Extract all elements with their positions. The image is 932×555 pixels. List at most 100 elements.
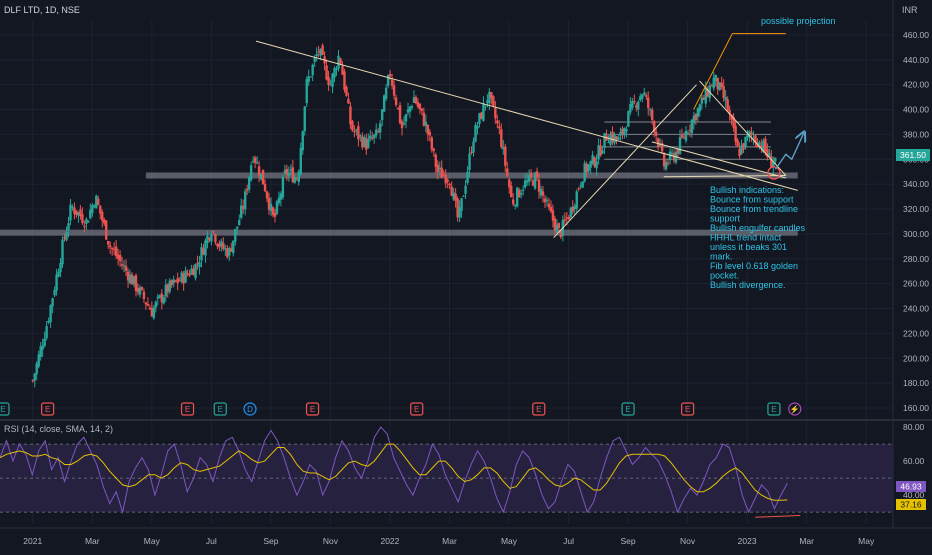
candle-body (202, 248, 205, 255)
wedge-lower (663, 174, 786, 178)
candle-body (218, 243, 221, 248)
candle-body (664, 161, 668, 170)
candle-body (176, 278, 179, 284)
candle-body (81, 214, 84, 224)
candle-body (406, 109, 410, 113)
candle-body (45, 326, 48, 339)
time-tick-label: 2021 (23, 536, 42, 546)
support-347 (145, 172, 798, 179)
candle-body (230, 248, 233, 252)
candle-body (418, 103, 422, 110)
time-tick-label: May (501, 536, 518, 546)
candle-body (601, 150, 604, 154)
candle-body (116, 254, 120, 259)
candle-body (535, 171, 539, 178)
candle-body (714, 74, 717, 81)
time-tick-label: Jul (206, 536, 217, 546)
price-tick-label: 200.00 (903, 353, 929, 363)
candle-body (720, 82, 723, 87)
candle-body (378, 123, 382, 133)
candle-body (551, 210, 555, 221)
support-zones (0, 121, 798, 236)
candle-body (146, 303, 150, 306)
candle-body (61, 239, 64, 265)
annotation-line: Bounce from trendline (710, 204, 798, 214)
candle-body (53, 290, 56, 296)
last-price-bg (896, 149, 930, 161)
last-price-value: 361.50 (900, 150, 926, 160)
candle-body (718, 82, 721, 91)
candle-body (91, 204, 94, 214)
candle-body (142, 291, 146, 299)
candle-body (367, 138, 370, 148)
price-tick-label: 320.00 (903, 204, 929, 214)
annotation-line: HHHL trend intact (710, 233, 782, 243)
candle-body (512, 199, 515, 205)
projection-label: possible projection (761, 16, 836, 26)
candle-body (748, 131, 751, 137)
price-tick-label: 340.00 (903, 179, 929, 189)
rsi-title: RSI (14, close, SMA, 14, 2) (4, 424, 113, 434)
candle-body (386, 74, 390, 86)
candle-body (186, 273, 189, 275)
candle-body (267, 198, 271, 210)
candle-body (712, 77, 715, 89)
candle-body (396, 107, 400, 109)
event-marker-glyph: E (625, 405, 630, 414)
candle-body (704, 87, 708, 104)
rsi-sma-line (0, 443, 788, 501)
candle-body (502, 146, 505, 150)
candle-body (454, 193, 457, 201)
candle-body (160, 293, 163, 303)
candle-body (222, 243, 225, 250)
time-tick-label: Jul (563, 536, 574, 546)
candle-body (635, 105, 638, 108)
price-tick-label: 420.00 (903, 80, 929, 90)
rsi-value-badges: 46.93 37.16 (896, 481, 926, 510)
candle-body (89, 209, 92, 219)
candle-body (506, 168, 509, 176)
candle-body (414, 97, 418, 104)
falling-support (651, 141, 786, 179)
candle-body (224, 248, 227, 250)
candle-body (762, 140, 765, 152)
candle-body (220, 241, 223, 247)
candle-body (200, 247, 203, 261)
annotation-box: Bullish indications: Bounce from support… (710, 185, 806, 290)
candle-body (647, 97, 650, 109)
candle-body (371, 137, 374, 139)
candle-body (110, 247, 114, 250)
candle-body (750, 132, 753, 135)
candle-body (357, 126, 360, 140)
candle-body (710, 85, 713, 87)
candle-body (65, 232, 68, 241)
candle-body (770, 156, 773, 168)
candle-body (504, 146, 507, 166)
candle-body (668, 151, 672, 161)
candle-body (728, 109, 731, 115)
candle-body (541, 191, 545, 196)
annotation-line: Fib level 0.618 golden (710, 261, 798, 271)
candle-body (234, 228, 237, 242)
long-term-downtrend (255, 40, 798, 191)
projection-arrow (774, 133, 803, 170)
price-tick-label: 240.00 (903, 304, 929, 314)
candle-body (400, 121, 404, 129)
candlesticks (31, 43, 777, 388)
candle-body (297, 171, 300, 183)
candle-body (309, 76, 312, 78)
candle-body (226, 248, 229, 258)
candle-body (434, 154, 437, 167)
annotation-line: Bullish engulfer candles (710, 223, 806, 233)
candle-body (690, 119, 694, 134)
candle-body (533, 172, 537, 189)
candle-body (706, 89, 709, 97)
candle-body (702, 97, 706, 100)
candle-body (416, 102, 420, 108)
candle-body (85, 219, 88, 224)
candle-body (291, 167, 295, 183)
candle-body (527, 174, 531, 182)
candle-body (408, 106, 412, 112)
currency-label: INR (902, 5, 918, 15)
candle-body (285, 168, 289, 175)
